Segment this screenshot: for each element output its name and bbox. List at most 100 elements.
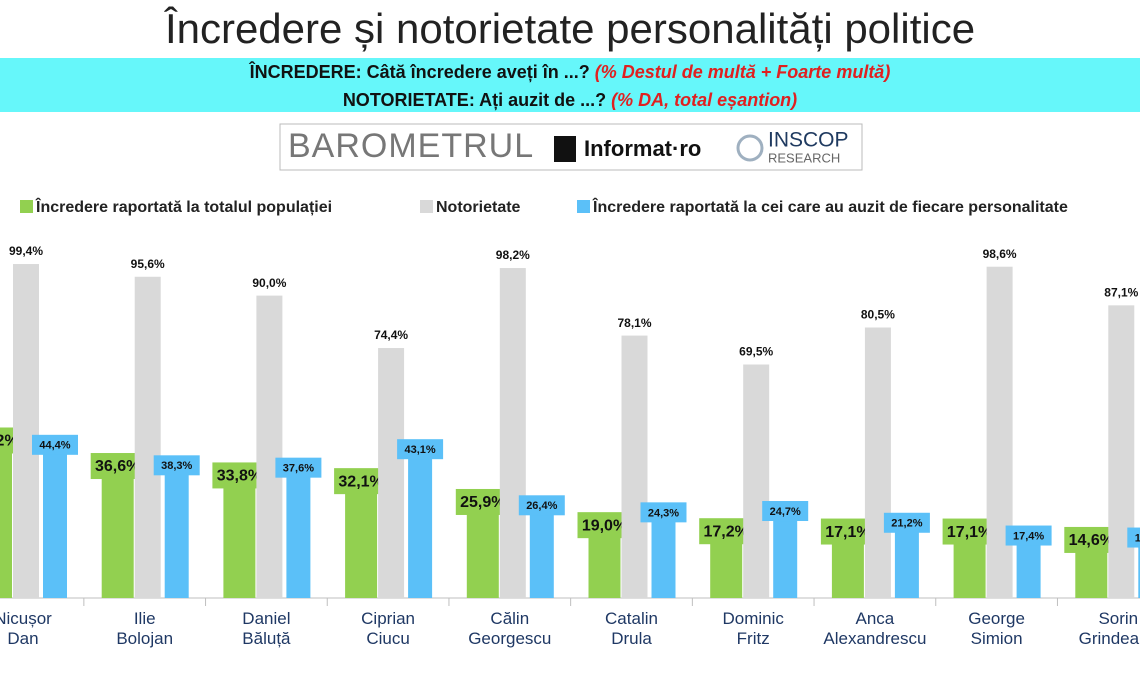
legend-label: Notorietate — [436, 199, 521, 216]
logo-icon — [554, 136, 576, 162]
label-box — [1005, 525, 1052, 546]
x-tick-label-line: Grindeanu — [1079, 629, 1140, 648]
value-label: 74,4% — [374, 328, 408, 342]
bar — [621, 335, 648, 598]
value-label: 87,1% — [1104, 286, 1138, 300]
label-box — [397, 439, 444, 460]
value-label: 24,3% — [648, 507, 679, 519]
bar — [831, 540, 864, 598]
bar — [894, 526, 919, 598]
bar — [134, 276, 161, 598]
chart-title: Încredere și notorietate personalități p… — [164, 5, 975, 52]
logo-text: BAROMETRUL — [288, 127, 534, 165]
value-label: 33,8% — [217, 468, 262, 485]
value-label: 26,4% — [526, 500, 557, 512]
bar — [1075, 548, 1108, 598]
value-label: 69,5% — [739, 345, 773, 359]
x-tick-label: Ciprian Ciucu — [361, 609, 415, 648]
x-tick-label: Călin Georgescu — [468, 609, 551, 648]
x-tick-label: SorinGrindeanu — [1079, 609, 1140, 648]
value-label: 25,9% — [460, 494, 505, 511]
value-label: 44,4% — [39, 440, 70, 452]
bar — [529, 509, 554, 598]
bar — [43, 448, 67, 598]
x-tick-label-line: Sorin — [1098, 609, 1138, 628]
x-tick-label: Catalin Drula — [605, 609, 658, 648]
x-tick-label-line: Dominic — [722, 609, 784, 628]
legend-swatch — [420, 200, 433, 213]
value-label: 95,6% — [131, 257, 165, 271]
bar — [286, 471, 311, 598]
value-label: 99,4% — [9, 244, 43, 258]
bar — [13, 264, 39, 598]
legend-swatch — [20, 200, 33, 213]
logo-icon — [736, 134, 764, 162]
bar — [223, 484, 256, 598]
label-box — [153, 455, 200, 476]
legend-label: Încredere raportată la totalul populație… — [35, 197, 332, 216]
x-tick-label-line: Fritz — [737, 629, 770, 648]
value-label: 98,6% — [983, 247, 1017, 261]
bar — [378, 348, 405, 598]
x-tick-label-line: Daniel — [242, 609, 290, 628]
subtitle-line: NOTORIETATE: Ați auzit de ...? (% DA, to… — [343, 90, 797, 110]
legend-label: Încredere raportată la cei care au auzit… — [592, 197, 1068, 216]
x-tick-label-line: Alexandrescu — [823, 629, 926, 648]
x-tick-label: Dominic Fritz — [722, 609, 784, 648]
x-tick-label: Daniel Băluță — [242, 609, 291, 648]
subtitle-note: (% Destul de multă + Foarte multă) — [595, 62, 891, 82]
value-label: 90,0% — [252, 276, 286, 290]
value-label: 21,2% — [891, 518, 922, 530]
bar — [953, 540, 986, 598]
subtitle-label: ÎNCREDERE: Câtă încredere aveți în ...? — [249, 61, 590, 82]
value-label: 80,5% — [861, 308, 895, 322]
x-tick-label-line: Ciprian — [361, 609, 415, 628]
bar — [1138, 541, 1140, 598]
x-tick-label-line: George — [968, 609, 1025, 628]
x-tick-label-line: Catalin — [605, 609, 658, 628]
value-label: 17,2% — [704, 523, 749, 540]
x-tick-label-line: Ilie — [134, 609, 156, 628]
x-tick-label: George Simion — [968, 609, 1025, 648]
value-label: 36,6% — [95, 458, 140, 475]
bar — [0, 449, 12, 598]
bar — [588, 534, 621, 598]
legend-swatch — [577, 200, 590, 213]
bar — [408, 453, 433, 598]
value-label: 16,8% — [1135, 532, 1140, 544]
x-tick-label-line: Băluță — [242, 629, 291, 648]
bar — [651, 516, 676, 598]
x-tick-label-line: Ciucu — [366, 629, 409, 648]
value-label: 37,6% — [283, 463, 314, 475]
x-tick-label-line: Bolojan — [116, 629, 173, 648]
logo-text: RESEARCH — [768, 150, 840, 165]
value-label: 43,1% — [404, 444, 435, 456]
bar — [466, 510, 499, 598]
subtitle-note: (% DA, total eșantion) — [611, 90, 797, 110]
value-label: 24,7% — [770, 506, 801, 518]
subtitle-line: ÎNCREDERE: Câtă încredere aveți în ...? … — [249, 61, 891, 82]
label-box — [762, 501, 809, 522]
x-tick-label-line: Drula — [611, 629, 652, 648]
x-tick-label: Anca Alexandrescu — [823, 609, 926, 648]
label-box — [883, 512, 930, 533]
bar — [256, 295, 283, 598]
x-tick-label-line: Georgescu — [468, 629, 551, 648]
value-label: 17,4% — [1013, 530, 1044, 542]
logo-text: Informat·ro — [584, 136, 701, 161]
bar — [101, 475, 134, 598]
x-tick-label-line: Simion — [971, 629, 1023, 648]
value-label: 98,2% — [496, 248, 530, 262]
bar — [773, 515, 798, 598]
x-tick-label-line: Dan — [7, 629, 38, 648]
value-label: 17,1% — [825, 524, 870, 541]
label-box — [1127, 527, 1140, 548]
bar — [743, 364, 770, 598]
value-label: 19,0% — [582, 517, 627, 534]
bar — [345, 490, 378, 598]
subtitle-label: NOTORIETATE: Ați auzit de ...? — [343, 90, 606, 110]
bar — [864, 327, 891, 598]
bar — [986, 266, 1013, 598]
